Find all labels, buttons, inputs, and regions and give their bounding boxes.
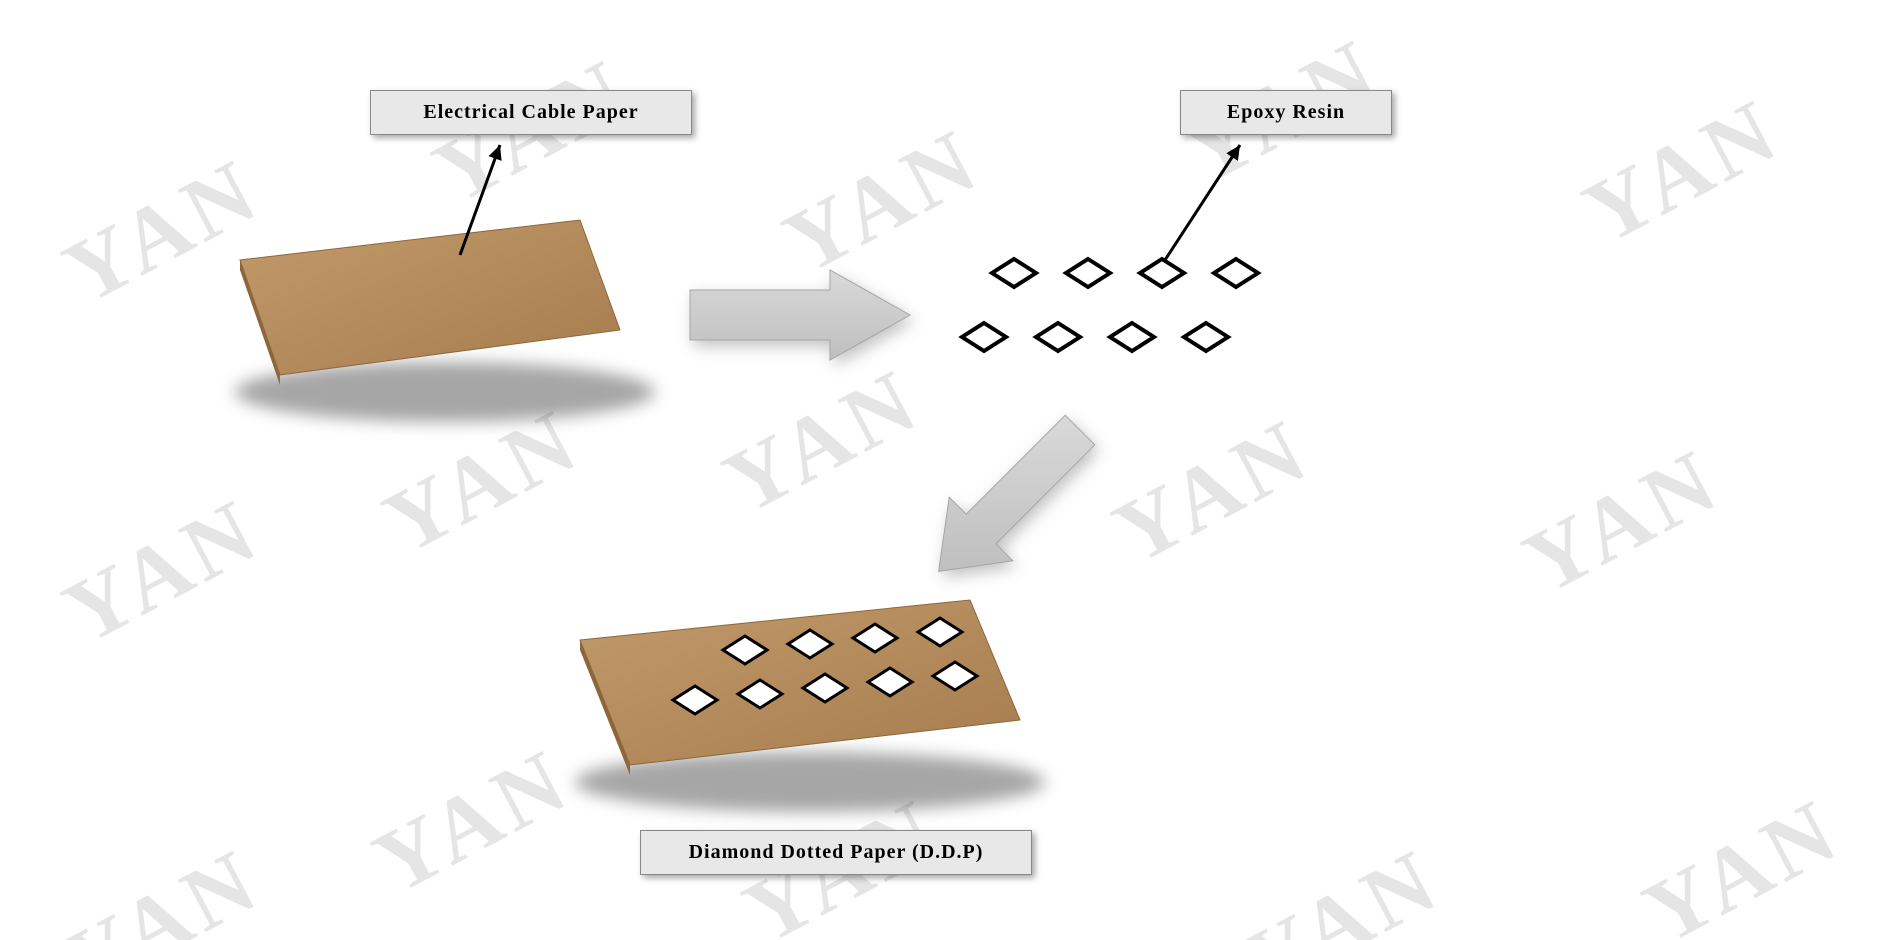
- epoxy-diamond-icon: [1110, 323, 1154, 351]
- epoxy-diamond-icon: [1214, 259, 1258, 287]
- process-arrow-down: [939, 415, 1095, 571]
- label-electrical-cable-paper: Electrical Cable Paper: [370, 90, 692, 135]
- process-arrow-right: [690, 270, 910, 360]
- callout-arrow-left-head: [489, 145, 502, 161]
- callout-arrow-right: [1165, 145, 1240, 260]
- epoxy-diamond-icon: [992, 259, 1036, 287]
- epoxy-diamond-icon: [962, 323, 1006, 351]
- paper-electrical-cable-face: [240, 220, 620, 375]
- epoxy-diamond-icon: [1066, 259, 1110, 287]
- epoxy-diamond-icon: [1036, 323, 1080, 351]
- label-epoxy-resin: Epoxy Resin: [1180, 90, 1392, 135]
- epoxy-diamond-icon: [1140, 259, 1184, 287]
- label-diamond-dotted-paper: Diamond Dotted Paper (D.D.P): [640, 830, 1032, 875]
- callout-arrow-right-head: [1226, 145, 1240, 161]
- epoxy-diamond-icon: [1184, 323, 1228, 351]
- diagram-stage: [0, 0, 1880, 940]
